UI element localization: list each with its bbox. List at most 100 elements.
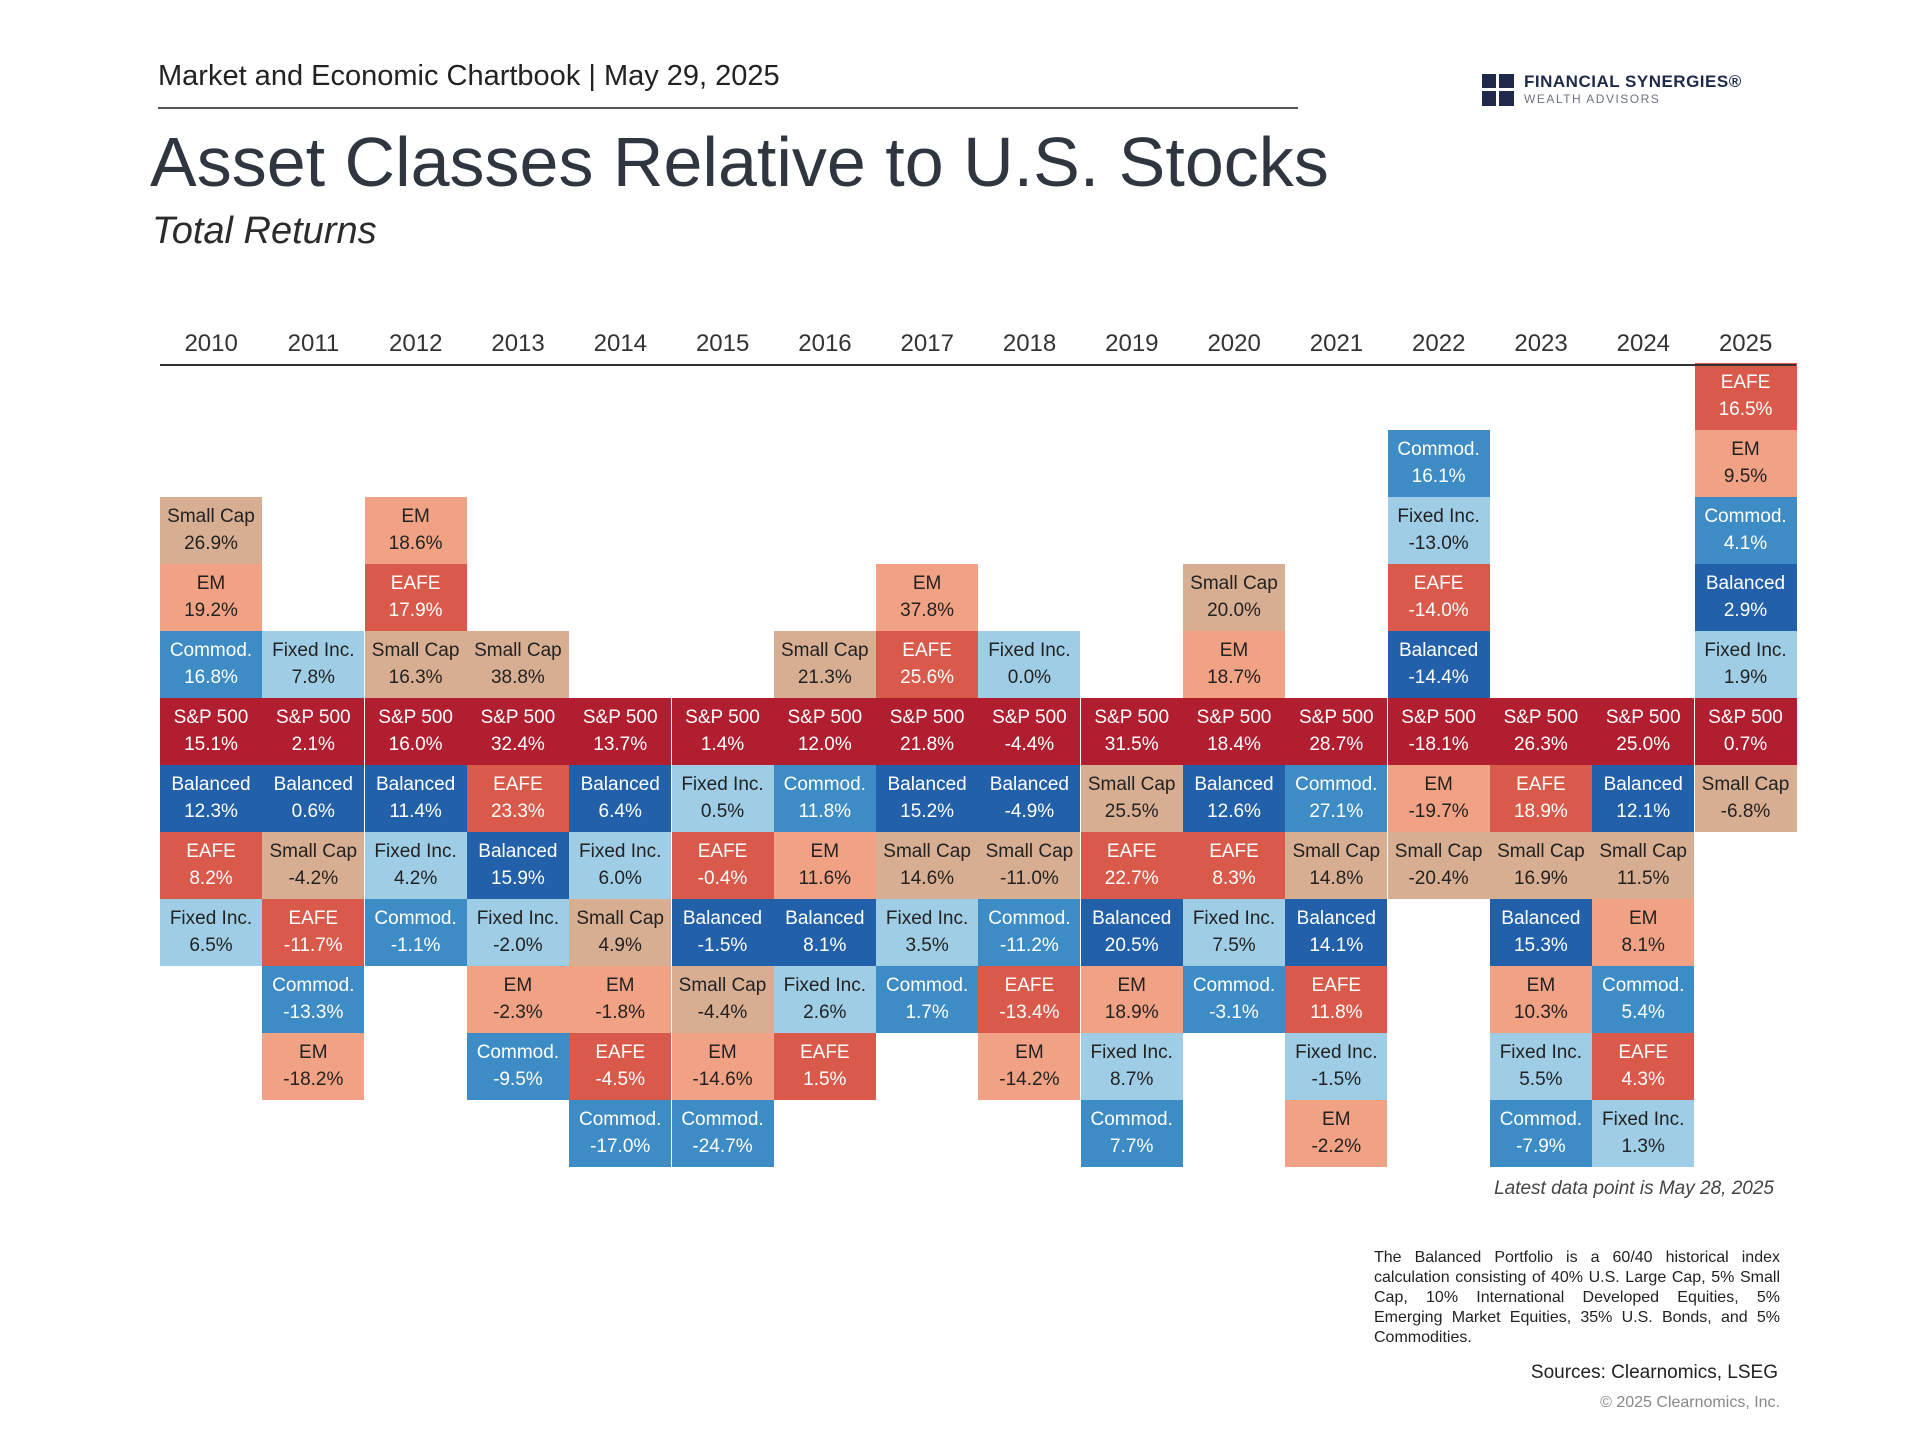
cell-asset-label: EM: [708, 1042, 737, 1063]
cell-asset-label: Commod.: [988, 908, 1071, 929]
cell-asset-label: Commod.: [579, 1109, 662, 1130]
cell-s-p-500-2017: S&P 500 21.8%: [876, 698, 979, 765]
cell-balanced-2015: Balanced -1.5%: [671, 899, 774, 966]
cell-eafe-2013: EAFE 23.3%: [466, 765, 569, 832]
cell-return-value: -11.0%: [999, 868, 1059, 889]
cell-commod-2023: Commod. -7.9%: [1489, 1100, 1592, 1167]
cell-return-value: 5.5%: [1519, 1069, 1563, 1090]
cell-return-value: -18.2%: [283, 1069, 344, 1090]
cell-return-value: -19.7%: [1408, 801, 1469, 822]
cell-asset-label: EM: [912, 573, 942, 594]
cell-eafe-2024: EAFE 4.3%: [1592, 1033, 1695, 1100]
cell-return-value: 12.1%: [1616, 801, 1671, 822]
cell-asset-label: S&P 500: [1094, 707, 1170, 728]
cell-asset-label: Commod.: [374, 908, 457, 929]
cell-return-value: 16.9%: [1513, 868, 1568, 889]
cell-balanced-2020: Balanced 12.6%: [1183, 765, 1285, 832]
cell-return-value: 0.7%: [1723, 734, 1768, 755]
cell-asset-label: S&P 500: [173, 707, 249, 728]
cell-asset-label: EM: [1424, 774, 1453, 795]
cell-fixed-inc-2025: Fixed Inc. 1.9%: [1694, 631, 1797, 698]
cell-return-value: 4.3%: [1621, 1069, 1665, 1090]
cell-asset-label: EAFE: [390, 573, 441, 594]
cell-asset-label: Balanced: [1603, 774, 1683, 795]
cell-asset-label: Fixed Inc.: [988, 640, 1071, 661]
cell-asset-label: Fixed Inc.: [272, 640, 355, 661]
cell-eafe-2021: EAFE 11.8%: [1285, 966, 1388, 1033]
cell-return-value: -4.5%: [595, 1069, 645, 1090]
cell-asset-label: EAFE: [1106, 841, 1157, 862]
cell-em-2021: EM -2.2%: [1285, 1100, 1388, 1167]
cell-return-value: 37.8%: [900, 600, 955, 621]
cell-em-2011: EM -18.2%: [262, 1033, 365, 1100]
cell-asset-label: Fixed Inc.: [1704, 640, 1787, 661]
cell-balanced-2016: Balanced 8.1%: [773, 899, 876, 966]
year-label-2014: 2014: [593, 330, 648, 357]
cell-asset-label: Balanced: [1398, 640, 1479, 661]
cell-asset-label: S&P 500: [1503, 707, 1579, 728]
cell-return-value: 19.2%: [184, 600, 238, 621]
cell-asset-label: Small Cap: [1190, 573, 1278, 594]
cell-balanced-2018: Balanced -4.9%: [978, 765, 1081, 832]
cell-return-value: 25.0%: [1616, 734, 1671, 755]
year-label-2013: 2013: [491, 330, 545, 357]
cell-asset-label: Fixed Inc.: [169, 908, 253, 929]
cell-asset-label: EM: [1731, 439, 1760, 460]
cell-eafe-2025: EAFE 16.5%: [1694, 363, 1797, 430]
cell-asset-label: Commod.: [1090, 1109, 1173, 1130]
cell-return-value: 5.4%: [1621, 1002, 1665, 1023]
cell-return-value: 18.9%: [1513, 801, 1568, 822]
cell-asset-label: Balanced: [1705, 573, 1786, 594]
cell-return-value: 0.0%: [1007, 667, 1052, 688]
sources-note: Sources: Clearnomics, LSEG: [1530, 1362, 1778, 1383]
cell-small-cap-2013: Small Cap 38.8%: [466, 631, 569, 698]
cell-commod-2025: Commod. 4.1%: [1694, 497, 1797, 564]
cell-asset-label: Commod.: [1602, 975, 1685, 996]
cell-asset-label: S&P 500: [1196, 707, 1272, 728]
cell-return-value: 8.1%: [1621, 935, 1665, 956]
cell-asset-label: Small Cap: [1087, 774, 1176, 795]
cell-fixed-inc-2019: Fixed Inc. 8.7%: [1080, 1033, 1183, 1100]
cell-asset-label: Balanced: [989, 774, 1069, 795]
cell-eafe-2016: EAFE 1.5%: [773, 1033, 876, 1100]
cell-return-value: 15.1%: [184, 734, 238, 755]
cell-asset-label: S&P 500: [480, 707, 556, 728]
cell-asset-label: Small Cap: [1599, 841, 1688, 862]
year-label-2010: 2010: [184, 330, 238, 357]
cell-return-value: 26.3%: [1513, 734, 1568, 755]
cell-return-value: -18.1%: [1408, 734, 1469, 755]
cell-balanced-2014: Balanced 6.4%: [569, 765, 672, 832]
year-label-2021: 2021: [1309, 330, 1364, 357]
cell-return-value: -1.5%: [697, 935, 748, 956]
cell-return-value: 2.1%: [291, 734, 335, 755]
cell-return-value: -4.4%: [1004, 734, 1055, 755]
year-label-2016: 2016: [798, 330, 852, 357]
cell-small-cap-2011: Small Cap -4.2%: [262, 832, 365, 899]
cell-return-value: -2.3%: [493, 1002, 543, 1023]
cell-balanced-2021: Balanced 14.1%: [1285, 899, 1388, 966]
header-divider: [158, 107, 1298, 109]
cell-asset-label: Balanced: [1194, 774, 1274, 795]
balanced-portfolio-footnote: The Balanced Portfolio is a 60/40 histor…: [1374, 1249, 1780, 1346]
cell-asset-label: Fixed Inc.: [1397, 506, 1480, 527]
cell-asset-label: Commod.: [1295, 774, 1378, 795]
logo-grid-icon: [1482, 74, 1514, 106]
cell-return-value: 3.5%: [905, 935, 949, 956]
cell-balanced-2025: Balanced 2.9%: [1694, 564, 1797, 631]
cell-asset-label: Fixed Inc.: [1602, 1109, 1685, 1130]
cell-s-p-500-2025: S&P 500 0.7%: [1694, 698, 1797, 765]
cell-commod-2011: Commod. -13.3%: [262, 966, 365, 1033]
cell-return-value: 11.6%: [798, 868, 852, 889]
cell-return-value: 1.3%: [1621, 1136, 1665, 1157]
logo-subtitle: WEALTH ADVISORS: [1524, 92, 1661, 106]
cell-commod-2020: Commod. -3.1%: [1183, 966, 1285, 1033]
cell-em-2016: EM 11.6%: [773, 832, 876, 899]
cell-asset-label: EM: [810, 841, 840, 862]
cell-asset-label: EM: [1015, 1042, 1044, 1063]
cell-asset-label: Balanced: [785, 908, 865, 929]
cell-asset-label: EAFE: [595, 1042, 645, 1063]
cell-return-value: 31.5%: [1104, 734, 1159, 755]
cell-small-cap-2021: Small Cap 14.8%: [1285, 832, 1388, 899]
cell-return-value: -13.3%: [283, 1002, 344, 1023]
cell-asset-label: EAFE: [1516, 774, 1566, 795]
